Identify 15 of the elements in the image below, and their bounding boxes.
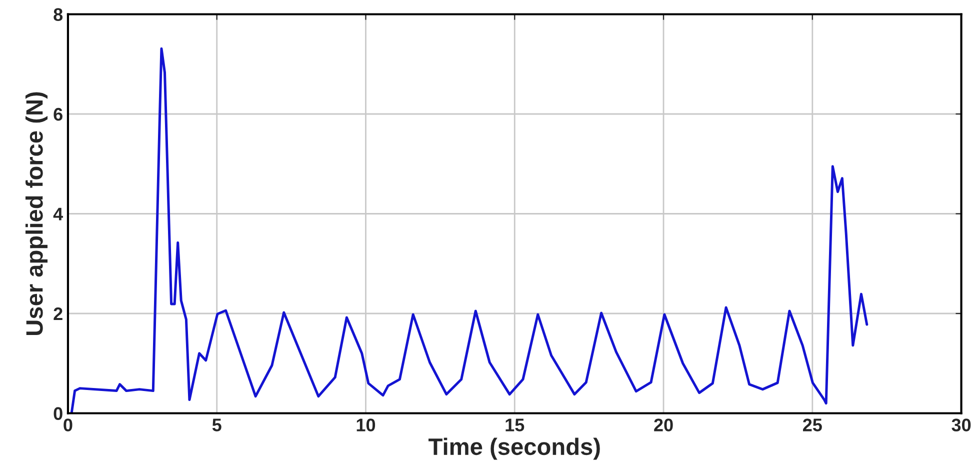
- x-tick-label: 25: [802, 418, 822, 432]
- y-tick-label: 8: [54, 8, 63, 21]
- y-tick-label: 4: [53, 208, 64, 220]
- line-series: [70, 47, 868, 414]
- x-axis-title: Time (seconds): [428, 438, 600, 460]
- x-tick-label: 10: [356, 418, 376, 432]
- x-tick-label: 0: [64, 418, 72, 432]
- y-tick-label: 0: [54, 407, 62, 420]
- y-tick-label: 6: [54, 108, 62, 121]
- x-tick-label: 20: [654, 418, 673, 432]
- y-tick-label: 2: [54, 307, 62, 320]
- x-tick-label: 5: [212, 418, 222, 432]
- x-tick-label: 30: [952, 418, 971, 432]
- x-tick-label: 15: [506, 418, 524, 432]
- y-axis-title: User applied force (N): [26, 92, 48, 335]
